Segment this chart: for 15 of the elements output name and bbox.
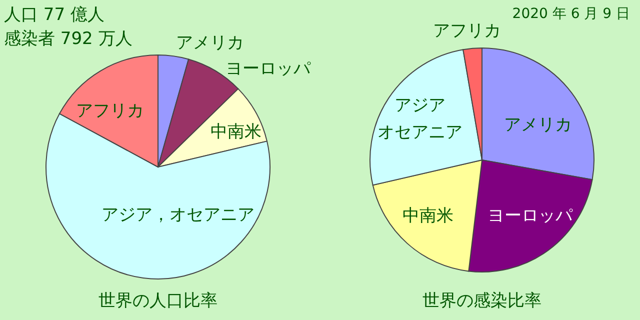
text: 2020 年 6 月 9 日	[512, 6, 630, 22]
slice-label: アジア，オセアニア	[102, 205, 254, 225]
slice-label: アメリカ	[176, 33, 244, 53]
text: 世界の人口比率	[98, 291, 218, 311]
slice-label: アフリカ	[433, 21, 501, 41]
slice-label: アジアオセアニア	[378, 95, 462, 143]
text: 世界の感染比率	[422, 291, 542, 311]
text: 感染者 792 万人	[4, 29, 132, 49]
slice-label: ヨーロッパ	[488, 206, 574, 226]
slice-label: アメリカ	[504, 115, 572, 135]
text: 人口 77 億人	[4, 5, 104, 25]
slice-label: ヨーロッパ	[226, 59, 312, 79]
slice-label: 中南米	[210, 122, 262, 142]
slice-label: 中南米	[402, 206, 454, 226]
slice-label: アフリカ	[76, 101, 144, 121]
